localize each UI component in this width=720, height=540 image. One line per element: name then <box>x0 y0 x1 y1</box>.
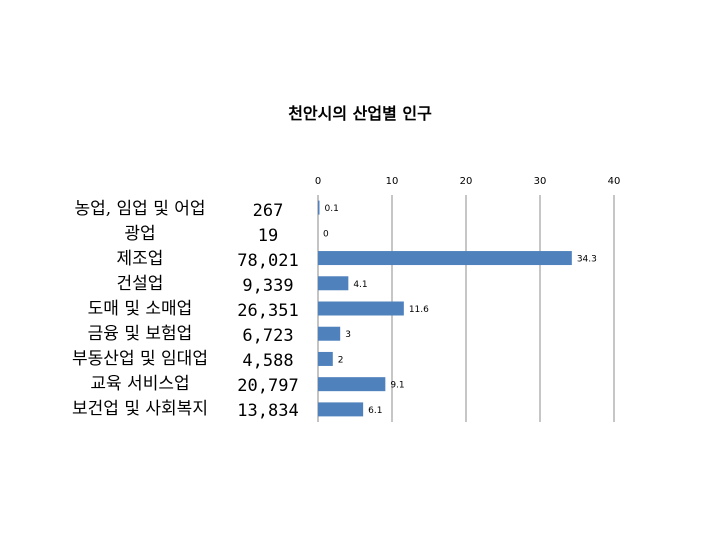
data-label: 4.1 <box>353 280 367 290</box>
population-value: 9,339 <box>242 276 294 296</box>
x-tick-label: 10 <box>386 176 399 187</box>
bar <box>318 276 349 291</box>
data-label: 2 <box>338 355 344 365</box>
population-value: 20,797 <box>237 376 299 396</box>
category-label: 보건업 및 사회복지 <box>72 399 208 419</box>
bar <box>318 351 333 366</box>
bar <box>318 301 404 316</box>
bar <box>318 200 320 215</box>
data-label: 34.3 <box>577 255 597 265</box>
category-label: 제조업 <box>116 249 164 269</box>
bar <box>318 326 341 341</box>
category-label: 부동산업 및 임대업 <box>72 349 208 369</box>
population-value: 19 <box>257 226 279 246</box>
population-value: 13,834 <box>237 401 299 421</box>
bar <box>318 251 572 266</box>
x-tick-label: 30 <box>534 176 547 187</box>
category-label: 교육 서비스업 <box>90 374 190 394</box>
population-value: 267 <box>252 201 284 221</box>
data-label: 0 <box>323 229 329 239</box>
data-label: 9.1 <box>390 381 404 391</box>
category-label: 농업, 임업 및 어업 <box>74 199 206 219</box>
population-value: 78,021 <box>237 251 299 271</box>
x-tick-label: 0 <box>315 176 321 187</box>
category-label: 광업 <box>124 224 156 244</box>
population-value: 26,351 <box>237 301 299 321</box>
bar <box>318 377 386 392</box>
data-label: 0.1 <box>325 204 339 214</box>
category-label: 건설업 <box>116 274 164 294</box>
x-tick-label: 20 <box>460 176 473 187</box>
category-label: 도매 및 소매업 <box>87 299 193 319</box>
population-value: 4,588 <box>242 351 294 371</box>
bar <box>318 402 364 417</box>
population-value: 6,723 <box>242 326 294 346</box>
x-tick-label: 40 <box>608 176 621 187</box>
data-label: 3 <box>345 330 351 340</box>
chart-title: 천안시의 산업별 인구 <box>288 104 432 123</box>
category-label: 금융 및 보험업 <box>87 324 193 344</box>
data-label: 6.1 <box>368 406 382 416</box>
data-label: 11.6 <box>409 305 429 315</box>
